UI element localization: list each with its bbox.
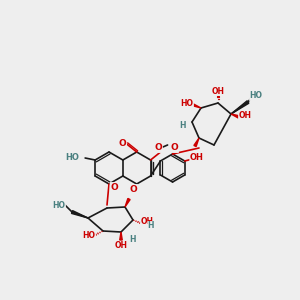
Text: H: H <box>130 236 136 244</box>
Text: H: H <box>179 122 185 130</box>
Text: HO: HO <box>82 232 95 241</box>
Polygon shape <box>71 211 88 218</box>
Text: OH: OH <box>212 86 224 95</box>
Text: HO: HO <box>250 92 262 100</box>
Text: HO: HO <box>52 202 65 211</box>
Text: HO: HO <box>65 154 79 163</box>
Text: OH: OH <box>190 152 204 161</box>
Polygon shape <box>194 138 199 147</box>
Text: O: O <box>155 143 162 152</box>
Polygon shape <box>231 101 249 114</box>
Polygon shape <box>120 232 122 240</box>
Polygon shape <box>231 114 239 118</box>
Text: O: O <box>130 184 138 194</box>
Text: H: H <box>148 221 154 230</box>
Text: O: O <box>110 182 118 191</box>
Polygon shape <box>190 103 201 108</box>
Text: O: O <box>171 143 178 152</box>
Text: HO: HO <box>181 98 194 107</box>
Text: OH: OH <box>238 112 251 121</box>
Text: OH: OH <box>140 218 154 226</box>
Text: OH: OH <box>115 242 128 250</box>
Polygon shape <box>125 198 130 207</box>
Text: O: O <box>119 139 127 148</box>
